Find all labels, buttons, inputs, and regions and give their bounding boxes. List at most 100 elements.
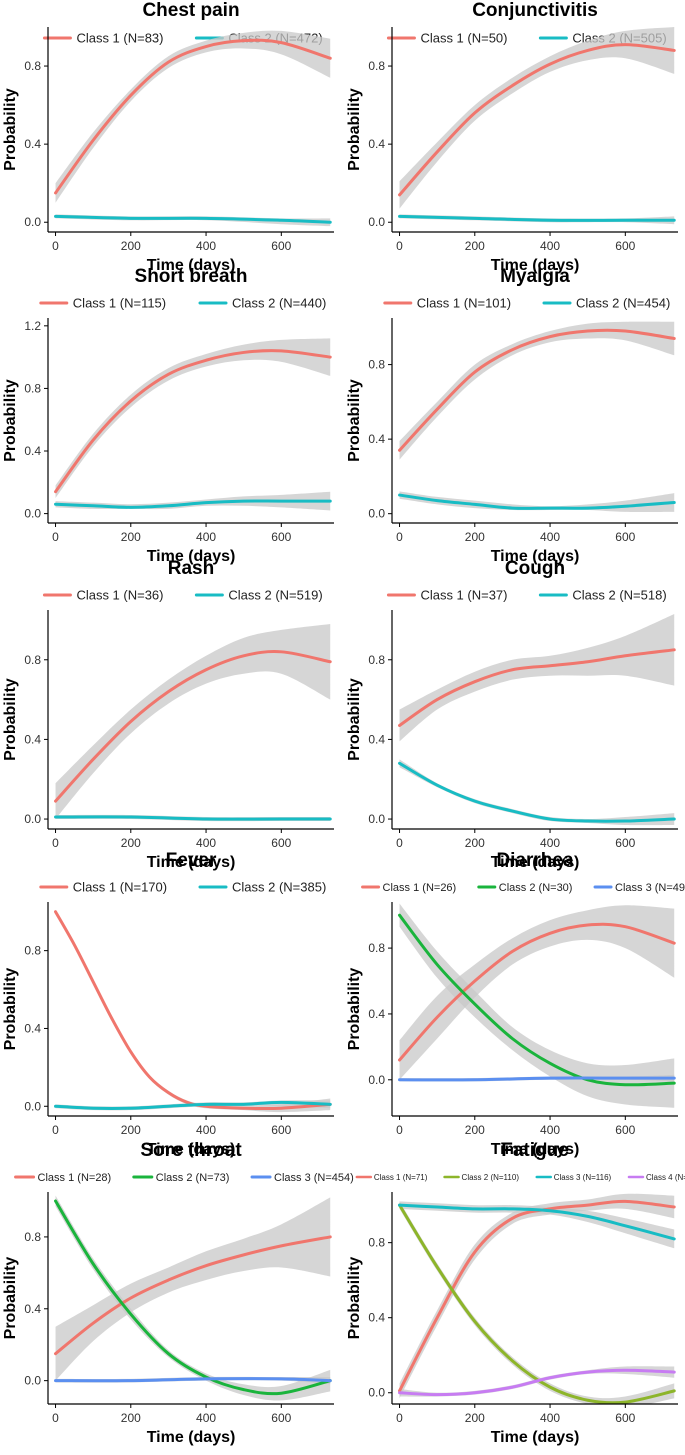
x-axis-label: Time (days) — [491, 1141, 580, 1158]
x-tick-label: 400 — [540, 530, 560, 544]
series-line — [398, 761, 676, 823]
x-tick-label: 600 — [271, 530, 291, 544]
x-tick-label: 200 — [121, 530, 141, 544]
y-tick-label: 0.4 — [24, 1021, 41, 1035]
legend-label: Class 1 (N=50) — [420, 31, 507, 46]
series-line — [398, 922, 676, 1062]
x-tick-label: 400 — [196, 530, 216, 544]
y-tick-label: 0.0 — [368, 507, 385, 521]
legend-label: Class 2 (N=30) — [499, 882, 573, 894]
legend-label: Class 2 (N=454) — [576, 296, 670, 311]
x-tick-label: 200 — [465, 836, 485, 850]
series-line — [398, 493, 676, 510]
panel-rash: Rash Class 1 (N=36) Class 2 (N=519) 0 200 400… — [2, 558, 334, 871]
x-tick-label: 600 — [615, 1411, 635, 1425]
series-line — [54, 1377, 332, 1383]
series-line — [398, 1076, 676, 1082]
confidence-band — [399, 613, 675, 742]
legend-label: Class 3 (N=499) — [615, 882, 685, 894]
y-axis-label: Probability — [2, 1257, 19, 1340]
x-tick-label: 0 — [396, 530, 403, 544]
series-line — [54, 1235, 332, 1356]
y-axis-label: Probability — [346, 1257, 363, 1340]
y-tick-label: 0.4 — [24, 137, 41, 151]
legend-label: Class 1 (N=36) — [76, 588, 163, 603]
y-tick-label: 0.8 — [368, 1236, 385, 1250]
x-tick-label: 0 — [52, 1123, 59, 1137]
panel-short-breath: Short breath Class 1 (N=115) Class 2 (N=44… — [2, 266, 334, 565]
x-axis-label: Time (days) — [491, 854, 580, 871]
legend-label: Class 1 (N=115) — [73, 296, 166, 311]
chart-title: Conjunctivitis — [472, 0, 598, 21]
y-tick-label: 1.2 — [24, 319, 41, 333]
x-tick-label: 600 — [615, 1123, 635, 1137]
y-tick-label: 0.0 — [24, 1374, 41, 1388]
y-tick-label: 0.0 — [24, 812, 41, 826]
series-line — [398, 1368, 676, 1397]
legend-label: Class 4 (N=258) — [646, 1173, 685, 1182]
confidence-band — [55, 338, 331, 498]
y-tick-label: 0.8 — [24, 653, 41, 667]
legend: Class 1 (N=71) Class 2 (N=110) Class 3 (N=… — [355, 1173, 685, 1182]
y-axis-label: Probability — [346, 88, 363, 171]
legend-label: Class 1 (N=101) — [417, 296, 511, 311]
y-axis-label: Probability — [2, 968, 19, 1051]
legend-label: Class 2 (N=110) — [462, 1173, 520, 1182]
y-tick-label: 0.4 — [24, 732, 41, 746]
x-tick-label: 0 — [52, 530, 59, 544]
legend: Class 1 (N=101) Class 2 (N=454) — [383, 296, 670, 311]
y-axis-label: Probability — [346, 379, 363, 462]
y-tick-label: 0.8 — [24, 59, 41, 73]
x-tick-label: 200 — [465, 239, 485, 253]
chart-title: Short breath — [135, 266, 248, 287]
legend-label: Class 2 (N=518) — [572, 588, 666, 603]
legend-label: Class 2 (N=519) — [228, 588, 322, 603]
panel-fatigue: Fatigue Class 1 (N=71) Class 2 (N=110) Clas… — [346, 1140, 685, 1446]
x-axis-label: Time (days) — [147, 548, 236, 565]
series-line — [54, 910, 332, 1111]
y-tick-label: 0.8 — [24, 944, 41, 958]
series-line — [54, 1100, 332, 1110]
chart-title: Cough — [505, 558, 565, 579]
series-line — [398, 1199, 676, 1393]
confidence-band — [399, 27, 675, 209]
y-tick-label: 0.8 — [24, 1230, 41, 1244]
legend-label: Class 2 (N=73) — [156, 1172, 230, 1184]
x-tick-label: 600 — [271, 1123, 291, 1137]
chart-title: Fatigue — [501, 1140, 569, 1161]
y-tick-label: 0.4 — [24, 444, 41, 458]
legend-label: Class 1 (N=26) — [383, 882, 457, 894]
x-tick-label: 200 — [465, 530, 485, 544]
x-tick-label: 200 — [121, 1411, 141, 1425]
legend-label: Class 1 (N=170) — [73, 880, 167, 895]
y-tick-label: 0.8 — [24, 381, 41, 395]
y-axis-label: Probability — [2, 379, 19, 462]
y-tick-label: 0.0 — [368, 812, 385, 826]
x-tick-label: 600 — [615, 239, 635, 253]
x-tick-label: 200 — [121, 239, 141, 253]
x-tick-label: 0 — [52, 836, 59, 850]
x-axis-label: Time (days) — [491, 548, 580, 565]
x-tick-label: 200 — [465, 1411, 485, 1425]
series-line — [54, 1199, 332, 1396]
chart-title: Fever — [166, 850, 217, 871]
x-tick-label: 600 — [271, 239, 291, 253]
y-axis-label: Probability — [346, 678, 363, 761]
series-line — [398, 328, 676, 452]
panel-cough: Cough Class 1 (N=37) Class 2 (N=518) 0 200 40… — [346, 558, 678, 871]
x-tick-label: 400 — [196, 1123, 216, 1137]
legend: Class 1 (N=28) Class 2 (N=73) Class 3 (N=4… — [14, 1172, 354, 1184]
y-tick-label: 0.4 — [368, 1311, 385, 1325]
confidence-band — [399, 321, 675, 460]
y-tick-label: 0.0 — [24, 215, 41, 229]
legend-label: Class 2 (N=385) — [232, 880, 326, 895]
confidence-band — [55, 1197, 331, 1381]
series-line — [398, 1203, 676, 1241]
y-tick-label: 0.0 — [24, 507, 41, 521]
x-tick-label: 600 — [615, 836, 635, 850]
x-tick-label: 600 — [271, 836, 291, 850]
x-tick-label: 0 — [396, 1411, 403, 1425]
